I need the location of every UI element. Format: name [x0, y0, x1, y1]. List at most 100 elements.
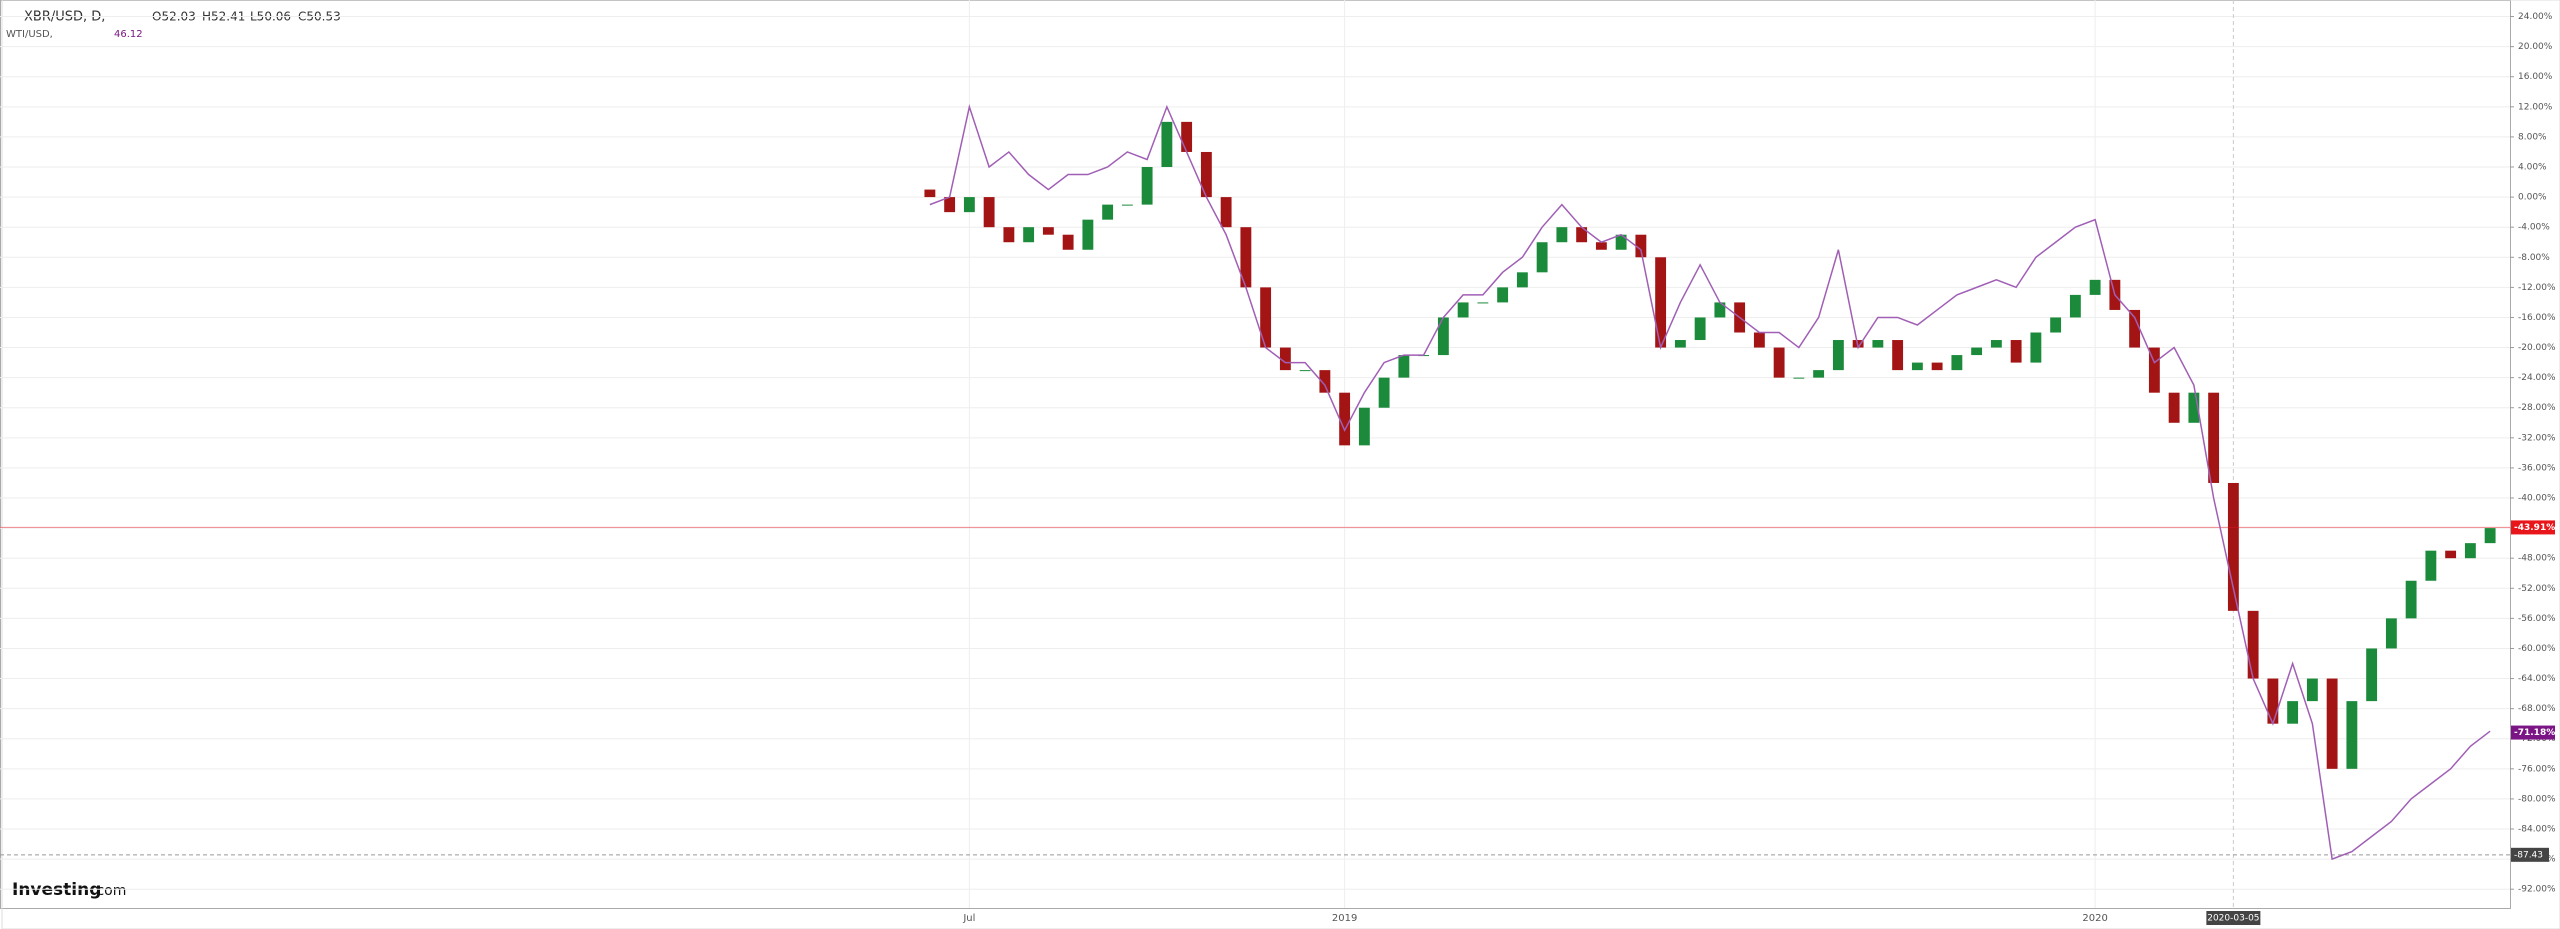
candle-body — [1102, 204, 1114, 220]
candle-body — [1990, 340, 2002, 348]
candle-body — [1793, 377, 1805, 379]
y-tick-label: -92.00% — [2518, 885, 2556, 895]
candle-body — [2030, 332, 2042, 363]
candle-body — [944, 197, 956, 213]
candle-body — [2366, 648, 2378, 702]
last-value-label: -43.91% — [2514, 523, 2555, 533]
y-tick-label: -36.00% — [2518, 463, 2556, 473]
candle-body — [1576, 227, 1588, 243]
candle-body — [1773, 347, 1785, 378]
candle-body — [963, 197, 975, 213]
candle-body — [2405, 580, 2417, 619]
y-tick-label: 12.00% — [2518, 102, 2553, 112]
candle-body — [2385, 618, 2397, 649]
compare-value: 46.12 — [114, 29, 143, 40]
y-tick-label: -20.00% — [2518, 343, 2556, 353]
candle-body — [2168, 392, 2180, 423]
y-tick-label: -52.00% — [2518, 584, 2556, 594]
candle-body — [2227, 482, 2239, 611]
y-tick-label: -76.00% — [2518, 764, 2556, 774]
candle-body — [1240, 227, 1252, 288]
candle-body — [1694, 317, 1706, 341]
candle-body — [2326, 678, 2338, 769]
candle-body — [1121, 204, 1133, 206]
y-tick-label: -48.00% — [2518, 554, 2556, 564]
candle-body — [1042, 227, 1054, 235]
marker-box — [2511, 847, 2549, 862]
candle-body — [1457, 302, 1469, 318]
y-tick-label: -24.00% — [2518, 373, 2556, 383]
candle-body — [1062, 234, 1074, 250]
candle-body — [1260, 287, 1272, 348]
y-tick-label: -80.00% — [2518, 794, 2556, 804]
candle-body — [1003, 227, 1015, 243]
candle-body — [1161, 121, 1173, 168]
candle-body — [1516, 272, 1528, 288]
candle-body — [2247, 610, 2259, 679]
last-value-box — [2511, 725, 2555, 740]
y-tick-label: -60.00% — [2518, 644, 2556, 654]
candle-body — [1082, 219, 1094, 250]
line-series — [929, 103, 2491, 861]
candle-body — [2484, 528, 2496, 544]
candle-body — [1714, 302, 1726, 318]
candle-body — [1023, 227, 1035, 243]
y-tick-label: 20.00% — [2518, 42, 2553, 52]
candle-body — [1971, 347, 1983, 356]
y-tick-label: -40.00% — [2518, 494, 2556, 504]
candle-body — [2208, 392, 2220, 483]
candle-body — [2464, 543, 2476, 559]
candle-body — [1674, 340, 1686, 348]
candle-body — [2050, 317, 2062, 333]
candle-body — [1931, 362, 1943, 371]
candle-body — [2148, 347, 2160, 393]
candle-body — [1951, 355, 1963, 371]
candle-body — [1200, 151, 1212, 198]
candle-body — [1141, 167, 1153, 205]
y-tick-label: -68.00% — [2518, 704, 2556, 714]
candle-body — [1477, 302, 1489, 304]
y-tick-label: 24.00% — [2518, 12, 2553, 22]
y-tick-label: -4.00% — [2518, 223, 2550, 233]
y-tick-label: 16.00% — [2518, 72, 2553, 82]
x-crosshair-box — [2206, 911, 2261, 925]
candle-body — [1813, 370, 1825, 378]
x-tick-label: Jul — [962, 913, 975, 924]
candle-body — [924, 189, 936, 198]
candle-body — [1635, 234, 1647, 258]
candle-body — [1299, 370, 1311, 372]
candle-body — [1872, 340, 1884, 348]
candle-body — [1339, 392, 1351, 446]
candle-body — [1892, 340, 1904, 371]
logo-suffix: .com — [92, 883, 126, 899]
candle-body — [1753, 332, 1765, 348]
candle-body — [2188, 392, 2200, 423]
candle-body — [1832, 340, 1844, 371]
y-tick-label: -8.00% — [2518, 253, 2550, 263]
marker-label: -87.43 — [2514, 850, 2543, 860]
candle-body — [1536, 242, 1548, 273]
y-tick-label: -12.00% — [2518, 283, 2556, 293]
candle-body — [1911, 362, 1923, 371]
last-value-box — [2511, 520, 2555, 535]
candle-body — [2445, 550, 2457, 559]
candle-body — [1655, 257, 1667, 348]
candle-body — [1220, 197, 1232, 228]
y-tick-label: -84.00% — [2518, 825, 2556, 835]
candle-body — [1497, 287, 1509, 303]
x-tick-label: 2020-03-05 — [2207, 914, 2259, 924]
candle-body — [1398, 355, 1410, 378]
candle-body — [2425, 550, 2437, 581]
candle-body — [1358, 407, 1370, 446]
candle-body — [2346, 701, 2358, 769]
y-tick-label: -28.00% — [2518, 403, 2556, 413]
y-tick-label: 8.00% — [2518, 132, 2547, 142]
candle-body — [2306, 678, 2318, 702]
candle-body — [2267, 678, 2279, 724]
candle-body — [2089, 279, 2101, 295]
candle-body — [1595, 242, 1607, 250]
candle-body — [983, 197, 995, 228]
